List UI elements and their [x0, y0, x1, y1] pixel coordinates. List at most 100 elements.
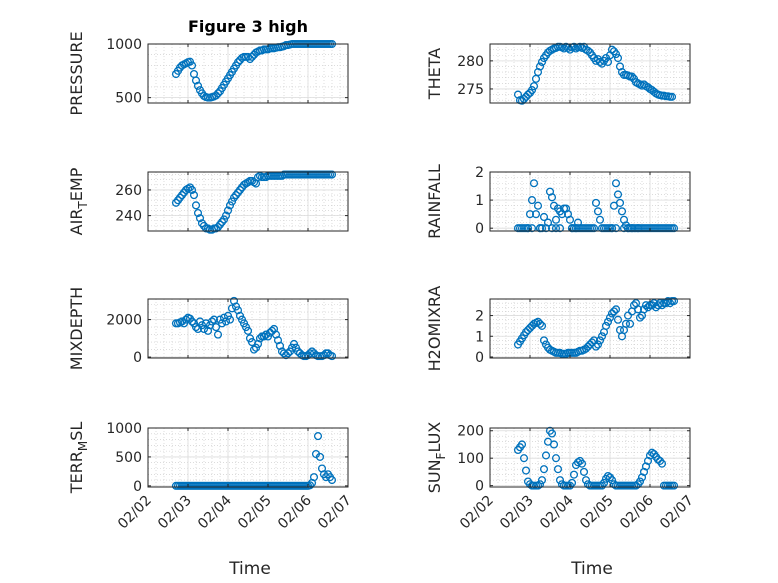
data-point: [647, 301, 657, 310]
data-point: [211, 91, 221, 100]
series-h2omixra: [513, 297, 679, 358]
data-point: [537, 57, 547, 67]
y-axis-label: H2OMIXRA: [425, 286, 444, 372]
subplot-rainfall: 0 1 2 RAINFALL: [425, 164, 691, 239]
y-tick-label: 280: [457, 54, 484, 70]
data-point: [573, 218, 583, 227]
data-point: [623, 311, 633, 320]
data-point: [591, 198, 601, 207]
data-point: [555, 476, 565, 485]
data-point: [203, 224, 213, 233]
y-tick-label: 260: [115, 183, 142, 199]
data-point: [611, 179, 621, 188]
x-axis-label: Time: [570, 559, 613, 579]
data-point: [249, 178, 259, 187]
y-axis-label: AIRTEMP: [67, 167, 90, 235]
data-point: [615, 198, 625, 207]
data-point: [641, 301, 651, 310]
y-axis-label: TERRMSL: [67, 422, 90, 495]
data-point: [637, 473, 647, 482]
data-point: [567, 224, 577, 233]
data-point: [521, 328, 531, 337]
data-point: [607, 224, 617, 233]
data-point: [535, 319, 545, 328]
data-point: [655, 299, 665, 308]
data-point: [533, 201, 543, 210]
axes-box: [147, 298, 349, 359]
data-point: [533, 317, 543, 326]
data-point: [191, 76, 201, 85]
data-point: [243, 326, 253, 335]
data-point: [635, 477, 645, 486]
data-point: [225, 201, 235, 210]
data-point: [531, 210, 541, 219]
y-axis-label: PRESSURE: [67, 31, 86, 115]
data-point: [643, 303, 653, 312]
subplot-pressure: 500 1000 PRESSURE: [67, 31, 349, 116]
data-point: [523, 326, 533, 335]
y-axis-label: MIXDEPTH: [67, 287, 86, 370]
data-point: [599, 478, 609, 487]
subplot-theta: 275 280 THETA: [425, 42, 691, 105]
data-point: [643, 456, 653, 465]
data-point: [581, 476, 591, 485]
data-point: [187, 185, 197, 195]
y-axis-label: THETA: [425, 48, 444, 100]
data-point: [669, 224, 679, 233]
data-point: [583, 46, 593, 55]
data-point: [543, 218, 553, 227]
data-point: [591, 342, 601, 351]
data-point: [193, 208, 203, 218]
x-axis-label: Time: [228, 559, 271, 579]
data-point: [529, 179, 539, 188]
data-point: [547, 224, 557, 233]
data-point: [243, 178, 253, 187]
data-point: [541, 451, 551, 460]
data-point: [181, 185, 191, 195]
y-tick-label: 0: [475, 221, 484, 237]
y-tick-label: 0: [475, 479, 484, 495]
data-point: [535, 62, 545, 71]
data-point: [579, 467, 589, 476]
data-point: [667, 92, 677, 101]
data-point: [187, 61, 197, 70]
data-point: [581, 344, 591, 353]
data-point: [639, 305, 649, 314]
data-point: [633, 305, 643, 314]
data-point: [669, 481, 679, 490]
data-point: [183, 184, 193, 193]
data-point: [607, 309, 617, 318]
data-point: [221, 211, 231, 220]
data-point: [607, 476, 617, 485]
data-point: [657, 301, 667, 310]
y-tick-label: 0: [475, 350, 484, 366]
series-air-temp: [171, 170, 337, 234]
data-point: [641, 462, 651, 471]
data-point: [253, 173, 263, 182]
axes-box: [489, 427, 691, 488]
data-point: [525, 323, 535, 333]
data-point: [611, 305, 621, 314]
data-point: [305, 481, 315, 490]
figure-title: Figure 3 high: [188, 17, 308, 36]
data-point: [613, 190, 623, 199]
data-point: [239, 180, 249, 189]
data-point: [247, 52, 257, 61]
data-point: [223, 206, 233, 215]
data-point: [617, 207, 627, 216]
series-sun-flux: [513, 426, 679, 490]
data-point: [663, 297, 673, 306]
data-point: [213, 330, 223, 339]
data-point: [319, 351, 329, 360]
data-point: [519, 454, 529, 463]
data-point: [603, 471, 613, 481]
data-point: [255, 334, 265, 343]
y-tick-label: 500: [115, 91, 142, 107]
data-point: [309, 473, 319, 482]
data-point: [259, 332, 269, 341]
data-point: [611, 224, 621, 233]
axes-box: [489, 171, 691, 232]
data-point: [527, 196, 537, 205]
data-point: [605, 313, 615, 322]
data-point: [225, 315, 235, 324]
